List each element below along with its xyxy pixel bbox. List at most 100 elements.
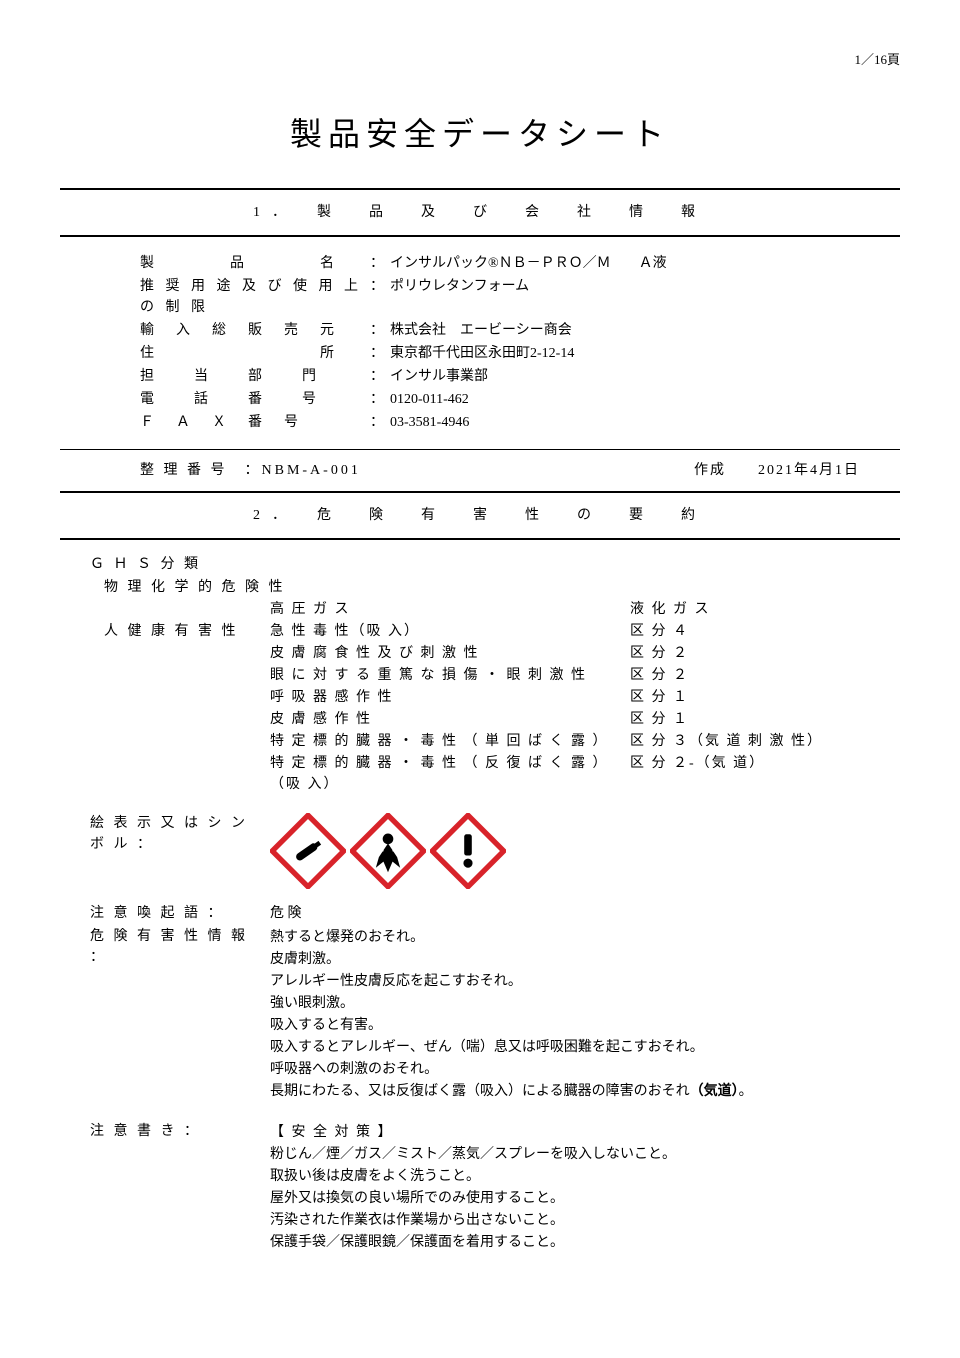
precaution-heading: 【 安 全 対 策 】 (270, 1122, 870, 1143)
info-label: Ｆ Ａ Ｘ 番 号 (140, 412, 370, 433)
hazard-item: 高 圧 ガ ス (270, 599, 630, 620)
hazard-row: 皮 膚 腐 食 性 及 び 刺 激 性区 分 ２ (90, 643, 870, 664)
document-title: 製品安全データシート (60, 110, 900, 158)
colon: ： (370, 253, 390, 274)
hazard-class: 区 分 １ (630, 687, 870, 708)
hazard-row: 人 健 康 有 害 性急 性 毒 性（吸 入）区 分 ４ (90, 621, 870, 642)
info-row: 電 話 番 号：0120-011-462 (140, 389, 860, 410)
company-info-block: 製 品 名：インサルパック®ＮＢ－ＰＲＯ／Ｍ Ａ液推 奨 用 途 及 び 使 用… (60, 241, 900, 445)
signal-word-value: 危 険 (270, 903, 870, 924)
hazard-row: 呼 吸 器 感 作 性区 分 １ (90, 687, 870, 708)
ghs-exclamation-icon (430, 813, 506, 889)
hazard-row: 皮 膚 感 作 性区 分 １ (90, 709, 870, 730)
section-1-heading: 1． 製 品 及 び 会 社 情 報 (60, 194, 900, 231)
hazard-item: 皮 膚 腐 食 性 及 び 刺 激 性 (270, 643, 630, 664)
hazard-line: 長期にわたる、又は反復ばく露（吸入）による臓器の障害のおそれ（気道）。 (270, 1081, 870, 1102)
hazard-item: 皮 膚 感 作 性 (270, 709, 630, 730)
hazard-category-label (90, 753, 270, 795)
hazard-category-label (90, 665, 270, 686)
info-row: 住 所：東京都千代田区永田町2-12-14 (140, 343, 860, 364)
hazard-class: 区 分 ２-（気 道） (630, 753, 870, 795)
hazard-row: 特 定 標 的 臓 器 ・ 毒 性 （ 単 回 ば く 露 ）区 分 ３（気 道… (90, 731, 870, 752)
info-label: 住 所 (140, 343, 370, 364)
ghs-block: Ｇ Ｈ Ｓ 分 類 物 理 化 学 的 危 険 性 高 圧 ガ ス液 化 ガ ス… (60, 544, 900, 1254)
physical-hazard-title: 物 理 化 学 的 危 険 性 (90, 577, 870, 598)
hazard-class: 区 分 ２ (630, 643, 870, 664)
info-row: 輸 入 総 販 売 元：株式会社 エービーシー商会 (140, 320, 860, 341)
info-row: Ｆ Ａ Ｘ 番 号：03-3581-4946 (140, 412, 860, 433)
hazard-line: 熱すると爆発のおそれ。 (270, 927, 870, 948)
hazard-line: アレルギー性皮膚反応を起こすおそれ。 (270, 971, 870, 992)
colon: ： (370, 276, 390, 318)
hazard-item: 眼 に 対 す る 重 篤 な 損 傷 ・ 眼 刺 激 性 (270, 665, 630, 686)
precaution-line: 粉じん／煙／ガス／ミスト／蒸気／スプレーを吸入しないこと。 (270, 1144, 870, 1165)
hazard-line: 吸入するとアレルギー、ぜん（喘）息又は呼吸困難を起こすおそれ。 (270, 1037, 870, 1058)
info-label: 担 当 部 門 (140, 366, 370, 387)
rule (60, 491, 900, 493)
hazard-item: 特 定 標 的 臓 器 ・ 毒 性 （ 反 復 ば く 露 ）（吸 入） (270, 753, 630, 795)
precaution-label: 注 意 書 き ： (90, 1121, 270, 1254)
reference-row: 整 理 番 号 ：NBM-A-001 作成 2021年4月1日 (60, 454, 900, 487)
hazard-class: 区 分 ２ (630, 665, 870, 686)
precaution-line: 汚染された作業衣は作業場から出さないこと。 (270, 1210, 870, 1231)
hazard-class: 液 化 ガ ス (630, 599, 870, 620)
ghs-gas-cylinder-icon (270, 813, 346, 889)
info-label: 推 奨 用 途 及 び 使 用 上 の 制 限 (140, 276, 370, 318)
hazard-statement-body: 熱すると爆発のおそれ。皮膚刺激。アレルギー性皮膚反応を起こすおそれ。強い眼刺激。… (270, 926, 870, 1103)
info-value: 株式会社 エービーシー商会 (390, 320, 860, 341)
hazard-class: 区 分 １ (630, 709, 870, 730)
hazard-item: 特 定 標 的 臓 器 ・ 毒 性 （ 単 回 ば く 露 ） (270, 731, 630, 752)
colon: ： (370, 389, 390, 410)
info-value: 東京都千代田区永田町2-12-14 (390, 343, 860, 364)
info-value: 03-3581-4946 (390, 412, 860, 433)
hazard-line: 吸入すると有害。 (270, 1015, 870, 1036)
hazard-row: 特 定 標 的 臓 器 ・ 毒 性 （ 反 復 ば く 露 ）（吸 入）区 分 … (90, 753, 870, 795)
rule (60, 188, 900, 190)
colon: ： (370, 320, 390, 341)
hazard-class: 区 分 ４ (630, 621, 870, 642)
creation-date: 作成 2021年4月1日 (694, 460, 860, 481)
hazard-class: 区 分 ３（気 道 刺 激 性） (630, 731, 870, 752)
precaution-body: 【 安 全 対 策 】粉じん／煙／ガス／ミスト／蒸気／スプレーを吸入しないこと。… (270, 1121, 870, 1254)
colon: ： (370, 412, 390, 433)
rule (60, 449, 900, 450)
info-label: 輸 入 総 販 売 元 (140, 320, 370, 341)
precaution-line: 取扱い後は皮膚をよく洗うこと。 (270, 1166, 870, 1187)
info-label: 電 話 番 号 (140, 389, 370, 410)
info-label: 製 品 名 (140, 253, 370, 274)
hazard-item: 呼 吸 器 感 作 性 (270, 687, 630, 708)
rule (60, 538, 900, 540)
hazard-category-label (90, 643, 270, 664)
info-row: 製 品 名：インサルパック®ＮＢ－ＰＲＯ／Ｍ Ａ液 (140, 253, 860, 274)
pictogram-label: 絵 表 示 又 は シ ン ボ ル ： (90, 813, 270, 889)
precaution-line: 保護手袋／保護眼鏡／保護面を着用すること。 (270, 1232, 870, 1253)
rule (60, 235, 900, 237)
precaution-line: 屋外又は換気の良い場所でのみ使用すること。 (270, 1188, 870, 1209)
hazard-line: 呼吸器への刺激のおそれ。 (270, 1059, 870, 1080)
colon: ： (370, 366, 390, 387)
colon: ： (370, 343, 390, 364)
hazard-category-label: 人 健 康 有 害 性 (90, 621, 270, 642)
info-value: インサルパック®ＮＢ－ＰＲＯ／Ｍ Ａ液 (390, 253, 860, 274)
hazard-row: 眼 に 対 す る 重 篤 な 損 傷 ・ 眼 刺 激 性区 分 ２ (90, 665, 870, 686)
hazard-item: 急 性 毒 性（吸 入） (270, 621, 630, 642)
hazard-line: 強い眼刺激。 (270, 993, 870, 1014)
page-number: 1／16頁 (60, 50, 900, 70)
ghs-health-hazard-icon (350, 813, 426, 889)
hazard-category-label (90, 709, 270, 730)
pictogram-row (270, 813, 506, 889)
info-value: 0120-011-462 (390, 389, 860, 410)
ghs-title: Ｇ Ｈ Ｓ 分 類 (90, 554, 870, 575)
signal-word-label: 注 意 喚 起 語 ： (90, 903, 270, 924)
info-row: 担 当 部 門：インサル事業部 (140, 366, 860, 387)
hazard-category-label (90, 731, 270, 752)
hazard-statement-label: 危 険 有 害 性 情 報 ： (90, 926, 270, 1103)
hazard-line: 皮膚刺激。 (270, 949, 870, 970)
hazard-row: 高 圧 ガ ス液 化 ガ ス (90, 599, 870, 620)
section-2-heading: 2． 危 険 有 害 性 の 要 約 (60, 497, 900, 534)
hazard-category-label (90, 687, 270, 708)
info-value: ポリウレタンフォーム (390, 276, 860, 318)
info-value: インサル事業部 (390, 366, 860, 387)
info-row: 推 奨 用 途 及 び 使 用 上 の 制 限：ポリウレタンフォーム (140, 276, 860, 318)
reference-number: 整 理 番 号 ：NBM-A-001 (140, 460, 694, 481)
